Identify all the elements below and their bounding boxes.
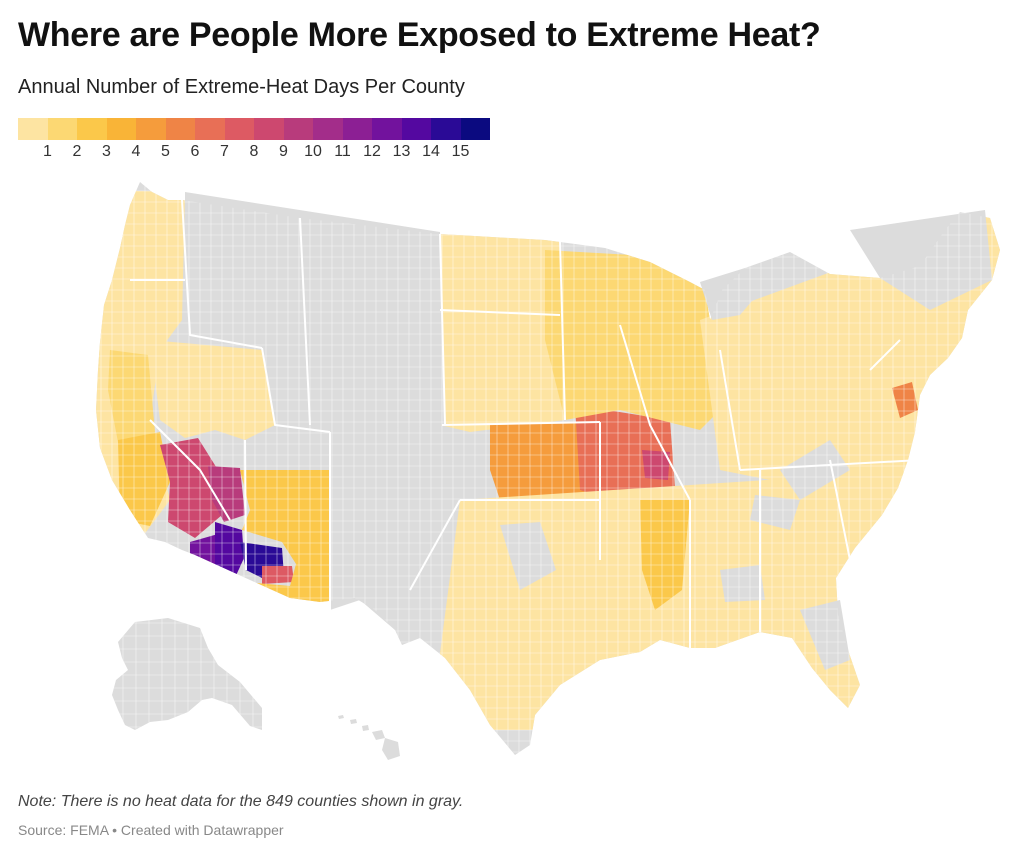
legend-swatch xyxy=(195,118,225,140)
legend-label: 4 xyxy=(131,143,141,160)
legend-label: 7 xyxy=(220,143,229,160)
legend-label: 1 xyxy=(43,143,52,160)
region-clark-county xyxy=(208,466,245,522)
hawaii xyxy=(338,715,400,760)
us-county-map xyxy=(0,170,1024,790)
legend-label: 6 xyxy=(190,143,200,160)
legend-swatch xyxy=(106,118,136,140)
legend-swatch xyxy=(254,118,284,140)
legend-label: 14 xyxy=(422,143,440,160)
legend-swatch xyxy=(18,118,48,140)
legend-swatch xyxy=(47,118,77,140)
region-socal-coast xyxy=(118,432,170,526)
legend-swatch xyxy=(372,118,402,140)
region-great-basin xyxy=(150,340,275,440)
legend-label: 11 xyxy=(334,143,351,160)
legend-swatch xyxy=(165,118,195,140)
page-subtitle: Annual Number of Extreme-Heat Days Per C… xyxy=(18,76,465,98)
region-corn-belt xyxy=(545,250,740,430)
region-st-louis xyxy=(642,450,670,480)
region-great-plains xyxy=(438,225,565,432)
region-kansas-heat-core xyxy=(490,422,600,515)
legend-bar xyxy=(18,118,490,140)
legend-swatch xyxy=(283,118,313,140)
legend-labels: 1 2 3 4 5 6 7 8 9 10 11 12 13 14 15 xyxy=(18,140,490,164)
color-legend: 1 2 3 4 5 6 7 8 9 10 11 12 13 14 15 xyxy=(18,118,490,164)
legend-label: 2 xyxy=(72,143,82,160)
legend-swatch xyxy=(460,118,490,140)
source-credit: Source: FEMA • Created with Datawrapper xyxy=(18,822,284,838)
legend-label: 15 xyxy=(451,143,470,160)
legend-label: 5 xyxy=(161,143,170,160)
legend-swatch xyxy=(342,118,372,140)
legend-label: 9 xyxy=(279,143,288,160)
legend-swatch xyxy=(401,118,431,140)
legend-swatch xyxy=(136,118,166,140)
legend-swatch xyxy=(431,118,461,140)
legend-label: 8 xyxy=(249,143,259,160)
legend-swatch xyxy=(77,118,107,140)
region-pinal xyxy=(262,566,294,584)
state-borders xyxy=(130,199,921,648)
legend-label: 10 xyxy=(304,143,322,160)
legend-swatch xyxy=(224,118,254,140)
legend-label: 12 xyxy=(363,143,381,160)
legend-label: 13 xyxy=(392,143,411,160)
legend-swatch xyxy=(313,118,343,140)
legend-label: 3 xyxy=(102,143,111,160)
region-mississippi-delta xyxy=(640,500,690,610)
page-title: Where are People More Exposed to Extreme… xyxy=(18,16,821,54)
map-svg xyxy=(96,182,1000,760)
note-text: Note: There is no heat data for the 849 … xyxy=(18,793,464,810)
alaska xyxy=(112,618,262,730)
